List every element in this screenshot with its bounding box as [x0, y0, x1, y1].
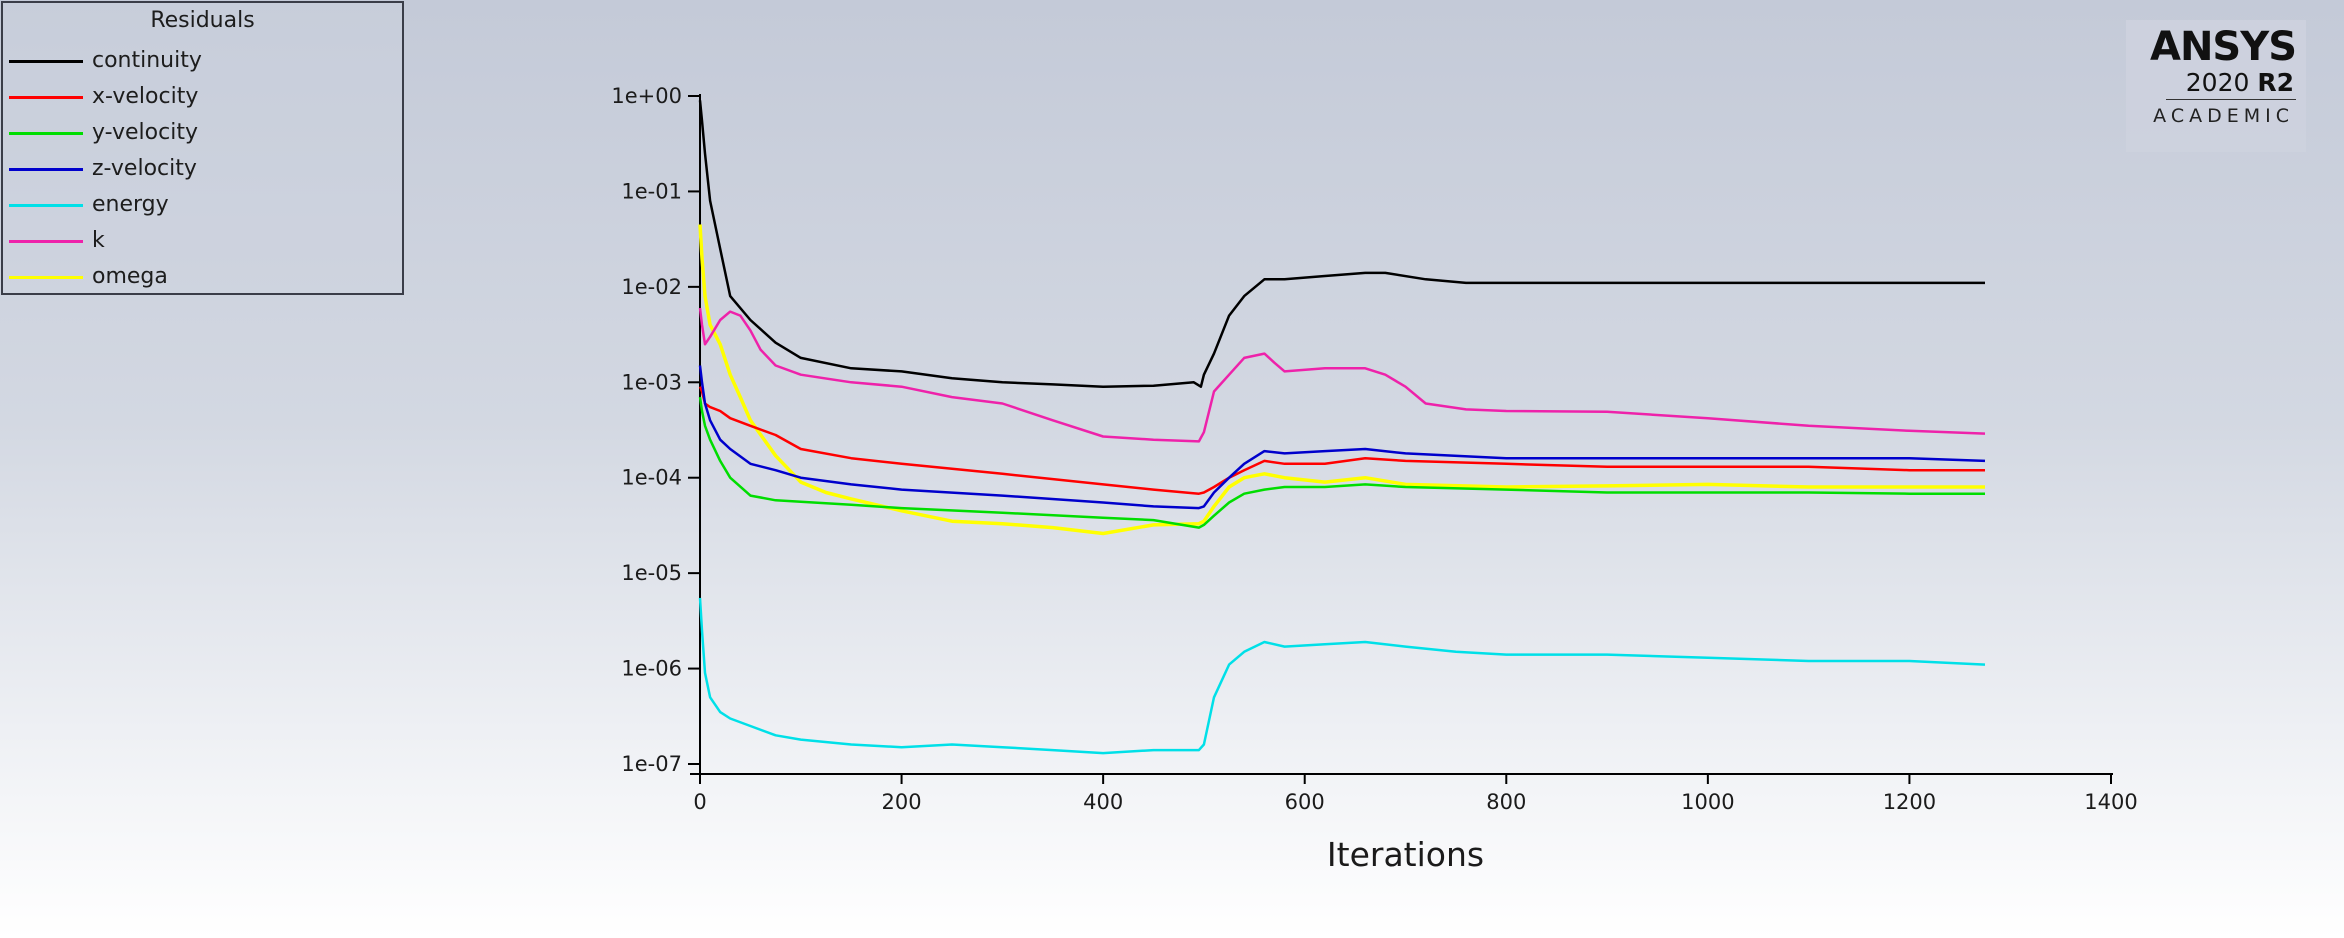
y-tick-label: 1e-02: [621, 275, 682, 299]
legend-label: z-velocity: [92, 156, 197, 181]
legend-label: y-velocity: [92, 120, 198, 145]
x-tick-label: 200: [882, 790, 922, 814]
series-line-k: [698, 307, 1986, 443]
legend-label: omega: [92, 264, 168, 289]
series-line-z-velocity: [698, 365, 1986, 510]
x-tick-label: 400: [1083, 790, 1123, 814]
legend-swatch: [9, 60, 83, 63]
y-tick-label: 1e-01: [621, 179, 682, 203]
x-tick-label: 800: [1486, 790, 1526, 814]
y-tick-label: 1e-04: [621, 466, 682, 490]
legend-swatch: [9, 132, 83, 135]
x-tick-label: 1200: [1883, 790, 1936, 814]
series-line-x-velocity: [698, 386, 1985, 495]
y-tick-label: 1e-05: [621, 561, 682, 585]
legend: Residuals continuity x-velocity y-velocity…: [1, 1, 404, 295]
ansys-logo: ANSYS 2020 R2 ACADEMIC: [2126, 20, 2306, 152]
series-line-continuity: [698, 100, 1985, 388]
series-line-omega: [698, 224, 1985, 536]
legend-swatch: [9, 276, 83, 279]
logo-brand: ANSYS: [2149, 24, 2297, 70]
legend-swatch: [9, 96, 83, 99]
legend-item-energy: energy: [9, 191, 399, 221]
logo-divider: [2166, 99, 2296, 100]
y-tick-label: 1e-07: [621, 752, 682, 776]
legend-label: energy: [92, 192, 169, 217]
legend-swatch: [9, 240, 83, 243]
legend-item-k: k: [9, 227, 399, 257]
series-line-energy: [698, 597, 1986, 755]
logo-version: 2020 R2: [2186, 68, 2294, 97]
logo-tagline: ACADEMIC: [2153, 105, 2294, 127]
legend-swatch: [9, 204, 83, 207]
legend-item-x-velocity: x-velocity: [9, 83, 399, 113]
legend-title: Residuals: [150, 8, 255, 33]
legend-label: k: [92, 228, 105, 253]
legend-label: continuity: [92, 48, 202, 73]
series-line-y-velocity: [698, 396, 1985, 529]
legend-item-continuity: continuity: [9, 47, 399, 77]
legend-item-z-velocity: z-velocity: [9, 155, 399, 185]
logo-release: R2: [2257, 68, 2294, 97]
x-tick-label: 0: [693, 790, 706, 814]
legend-item-omega: omega: [9, 263, 399, 293]
x-tick-label: 600: [1285, 790, 1325, 814]
legend-swatch: [9, 168, 83, 171]
logo-version-year: 2020: [2185, 68, 2250, 97]
y-tick-label: 1e+00: [611, 84, 682, 108]
legend-item-y-velocity: y-velocity: [9, 119, 399, 149]
x-axis-label: Iterations: [1327, 835, 1484, 874]
legend-label: x-velocity: [92, 84, 199, 109]
x-tick-label: 1400: [2084, 790, 2137, 814]
y-tick-label: 1e-03: [621, 370, 682, 394]
y-tick-label: 1e-06: [621, 657, 682, 681]
x-tick-label: 1000: [1681, 790, 1734, 814]
